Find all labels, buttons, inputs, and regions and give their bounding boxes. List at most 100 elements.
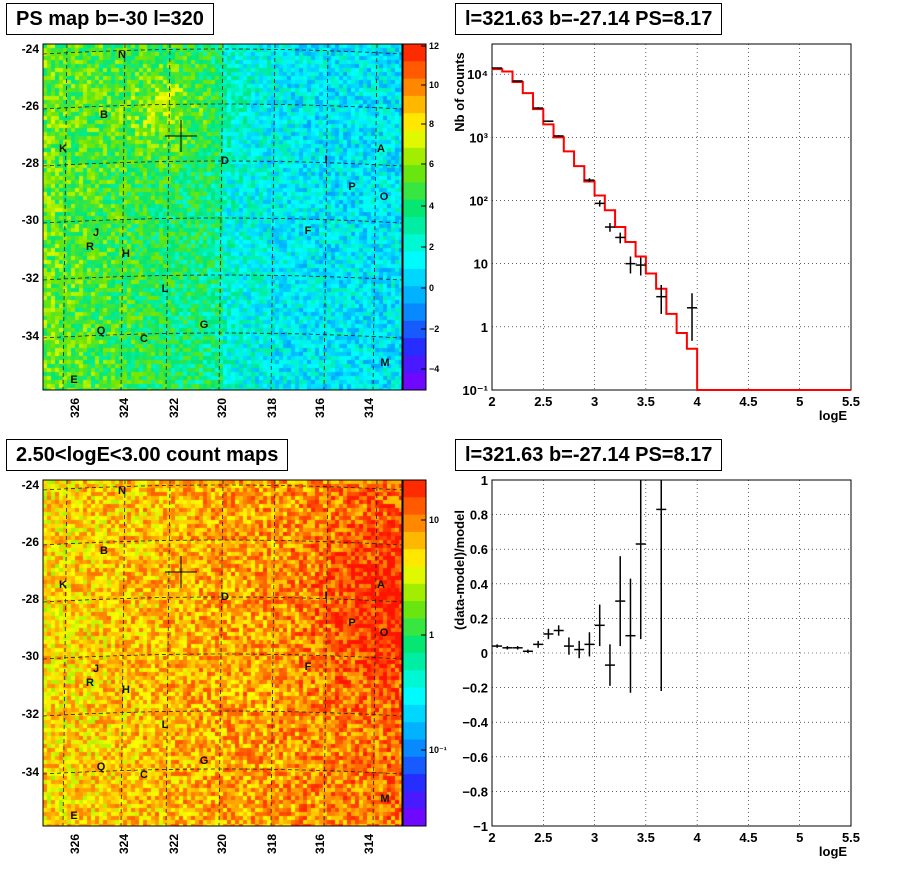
x-tick-label-2-4: 318 — [265, 834, 279, 854]
residual-y-tick-1: 0.8 — [470, 508, 488, 523]
residual-x-tick-0: 2 — [488, 830, 495, 845]
x-tick-label-2-5: 316 — [313, 834, 327, 854]
grid-lat-2-0 — [42, 484, 403, 491]
colorbar-band-2-15 — [403, 739, 426, 758]
bottom-left-chart-title: 2.50<logE<3.00 count maps — [6, 439, 289, 471]
residual-x-tick-5: 4.5 — [739, 830, 757, 845]
region-label-o: O — [380, 627, 389, 639]
colorbar-tick-label-0-3: 6 — [429, 159, 434, 169]
colorbar-band-0-8 — [403, 182, 426, 201]
spectrum-panel — [491, 43, 852, 391]
residual-y-tick-0: 1 — [481, 473, 488, 488]
colorbar-tick-label-0-4: 4 — [429, 201, 434, 211]
colorbar-band-0-18 — [403, 355, 426, 374]
colorbar-band-0-14 — [403, 286, 426, 304]
grid-lon-0-5 — [323, 43, 329, 391]
region-label-f: F — [305, 661, 312, 673]
colorbar-tick-label-0-5: 2 — [429, 242, 434, 252]
heatmap-panel-2: N B K D I A P O JR H F L G Q C M E — [42, 479, 427, 827]
spectrum-x-tick-6: 5 — [796, 394, 803, 409]
grid-lat-2-5 — [42, 768, 403, 775]
region-label-d: D — [221, 591, 229, 603]
region-label-p: P — [348, 181, 355, 193]
colorbar-band-2-1 — [403, 497, 426, 516]
colorbar-band-0-13 — [403, 268, 426, 287]
colorbar-band-0-4 — [403, 113, 426, 131]
region-label-a: A — [377, 143, 385, 155]
x-tick-label-2-0: 326 — [68, 834, 82, 854]
model-step-line — [492, 68, 851, 391]
grid-lat-2-3 — [42, 653, 403, 660]
y-tick-label-0-5: -34 — [22, 329, 40, 343]
grid-lon-2-1 — [120, 479, 126, 827]
region-label-o: O — [380, 191, 389, 203]
spectrum-y-tick-4: 10³ — [469, 130, 488, 145]
residual-y-tick-5: 0 — [481, 646, 488, 661]
colorbar-band-0-11 — [403, 234, 426, 253]
spectrum-x-tick-2: 3 — [591, 394, 598, 409]
residual-x-tick-6: 5 — [796, 830, 803, 845]
region-label-g: G — [200, 319, 209, 331]
colorbar-band-0-16 — [403, 320, 426, 339]
spectrum-x-tick-4: 4 — [694, 394, 702, 409]
heatmap-panel-0: N B K D I A P O JR H F L G Q C M E — [42, 43, 427, 391]
x-tick-label-2-1: 324 — [117, 834, 131, 854]
spectrum-ylabel: Nb of counts — [452, 52, 467, 131]
spectrum-x-tick-5: 4.5 — [739, 394, 757, 409]
colorbar-band-0-17 — [403, 338, 426, 356]
colorbar-frame-2 — [402, 479, 427, 827]
y-tick-label-2-0: -24 — [22, 478, 40, 492]
grid-lat-0-2 — [42, 160, 403, 167]
grid-lat-0-1 — [42, 103, 403, 110]
colorbar-tick-label-2-0: 10 — [429, 515, 439, 525]
region-label-j: J — [93, 663, 99, 675]
grid-lon-0-4 — [270, 43, 276, 391]
residual-x-tick-2: 3 — [591, 830, 598, 845]
residual-frame — [491, 479, 852, 827]
y-tick-label-2-2: -28 — [22, 592, 40, 606]
residual-y-tick-9: −0.8 — [462, 784, 488, 799]
x-tick-label-2-6: 314 — [362, 834, 376, 854]
region-label-c: C — [140, 333, 148, 345]
y-tick-label-0-3: -30 — [22, 213, 40, 227]
y-tick-label-2-4: -32 — [22, 707, 40, 721]
y-tick-label-2-1: -26 — [22, 535, 40, 549]
grid-lon-0-3 — [218, 43, 224, 391]
region-label-r: R — [86, 677, 94, 689]
colorbar-band-0-9 — [403, 199, 426, 218]
residual-xlabel: logE — [819, 844, 847, 859]
colorbar-band-2-18 — [403, 791, 426, 810]
grid-lat-2-1 — [42, 539, 403, 546]
colorbar-band-2-7 — [403, 601, 426, 619]
region-label-r: R — [86, 241, 94, 253]
spectrum-frame — [491, 43, 852, 391]
region-label-a: A — [377, 579, 385, 591]
colorbar-band-0-1 — [403, 61, 426, 80]
grid-lon-2-0 — [62, 479, 68, 827]
spectrum-y-tick-1: 1 — [481, 320, 488, 335]
spectrum-x-tick-1: 2.5 — [534, 394, 552, 409]
colorbar-band-2-10 — [403, 653, 426, 671]
colorbar-tick-label-0-7: −2 — [429, 324, 439, 334]
region-label-k: K — [59, 143, 67, 155]
colorbar-band-2-11 — [403, 670, 426, 689]
y-tick-label-0-4: -32 — [22, 271, 40, 285]
colorbar-tick-label-0-8: −4 — [429, 364, 439, 374]
x-tick-label-2-2: 322 — [167, 834, 181, 854]
heatmap-frame-0 — [42, 43, 403, 391]
colorbar-tick-label-2-1: 1 — [429, 630, 434, 640]
region-label-g: G — [200, 755, 209, 767]
grid-lon-0-1 — [120, 43, 126, 391]
colorbar-band-2-3 — [403, 531, 426, 550]
colorbar-band-2-0 — [403, 480, 426, 498]
x-tick-label-0-4: 318 — [265, 398, 279, 418]
grid-lon-0-0 — [62, 43, 68, 391]
residual-y-tick-3: 0.4 — [470, 577, 489, 592]
x-tick-label-0-5: 316 — [313, 398, 327, 418]
colorbar-band-2-9 — [403, 635, 426, 654]
grid-lat-2-4 — [42, 710, 403, 717]
region-label-e: E — [70, 374, 77, 386]
region-label-k: K — [59, 579, 67, 591]
region-label-n: N — [118, 49, 126, 61]
